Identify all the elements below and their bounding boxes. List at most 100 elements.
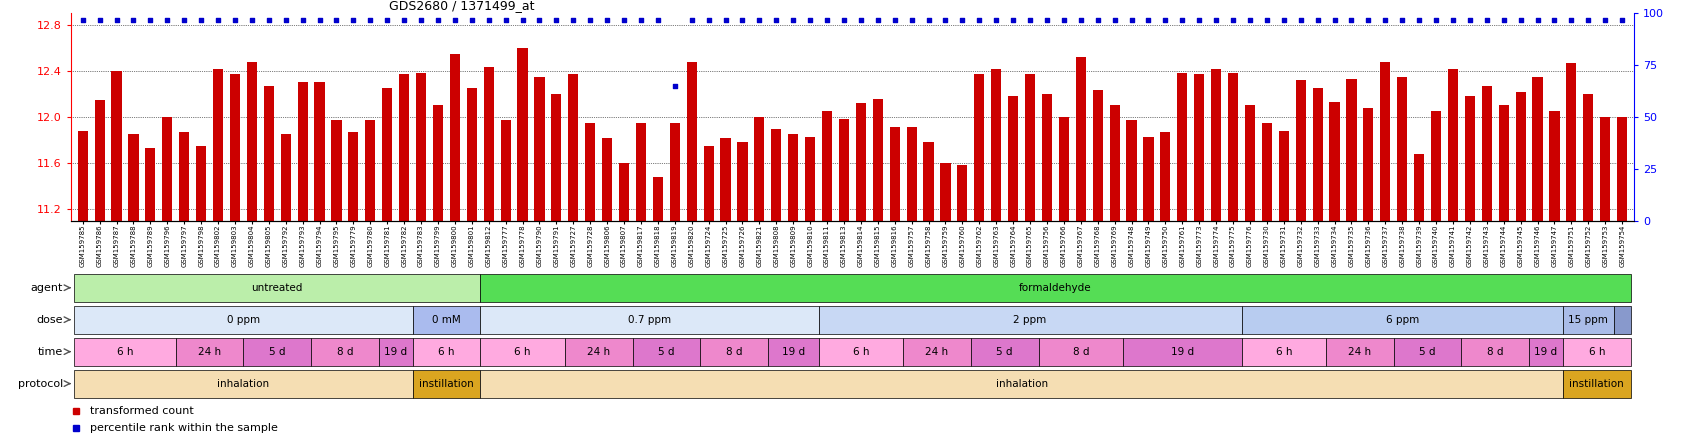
Bar <box>331 120 341 221</box>
Point <box>86 16 113 23</box>
Point <box>1084 16 1111 23</box>
Bar <box>1143 137 1153 221</box>
Text: 6 ppm: 6 ppm <box>1386 315 1420 325</box>
Point <box>1101 16 1128 23</box>
Point <box>1185 16 1212 23</box>
Point <box>830 16 858 23</box>
Text: 8 d: 8 d <box>1487 347 1504 357</box>
Text: 0 mM: 0 mM <box>432 315 461 325</box>
Point <box>1117 16 1144 23</box>
Bar <box>1025 75 1035 221</box>
Point <box>339 16 366 23</box>
Point <box>120 16 147 23</box>
Text: 8 d: 8 d <box>726 347 743 357</box>
Point <box>1406 16 1433 23</box>
Bar <box>633 338 701 366</box>
Bar <box>565 338 633 366</box>
Bar <box>484 67 495 221</box>
Point <box>272 16 299 23</box>
Point <box>628 16 655 23</box>
Bar <box>1330 102 1340 221</box>
Bar <box>1431 111 1442 221</box>
Text: instillation: instillation <box>419 379 474 388</box>
Text: 19 d: 19 d <box>1534 347 1558 357</box>
Point <box>966 16 993 23</box>
Bar <box>1123 338 1241 366</box>
Bar <box>1193 75 1204 221</box>
Bar <box>1058 117 1069 221</box>
Bar <box>230 75 240 221</box>
Bar <box>468 88 478 221</box>
Text: 5 d: 5 d <box>658 347 675 357</box>
Bar <box>906 127 917 221</box>
Point <box>137 16 164 23</box>
Point <box>407 16 434 23</box>
Bar <box>1563 338 1631 366</box>
Text: 5 d: 5 d <box>268 347 285 357</box>
Bar <box>1313 88 1323 221</box>
Point <box>1050 16 1077 23</box>
Bar <box>432 106 442 221</box>
Bar <box>1041 94 1052 221</box>
Bar <box>1381 62 1391 221</box>
Bar <box>196 146 206 221</box>
Text: 24 h: 24 h <box>925 347 949 357</box>
Text: transformed count: transformed count <box>89 406 194 416</box>
Text: 19 d: 19 d <box>385 347 407 357</box>
Point <box>289 16 316 23</box>
Bar <box>481 338 565 366</box>
Text: 5 d: 5 d <box>996 347 1013 357</box>
Bar <box>412 338 481 366</box>
Bar <box>603 138 613 221</box>
Point <box>898 16 925 23</box>
Point <box>1134 16 1161 23</box>
Point <box>1541 16 1568 23</box>
Point <box>322 16 349 23</box>
Text: percentile rank within the sample: percentile rank within the sample <box>89 424 277 433</box>
Bar <box>1499 106 1509 221</box>
Bar <box>365 120 375 221</box>
Point <box>221 16 248 23</box>
Bar <box>1482 86 1492 221</box>
Bar <box>755 117 765 221</box>
Bar <box>1075 57 1085 221</box>
Point <box>544 16 571 23</box>
Text: 6 h: 6 h <box>1276 347 1291 357</box>
Text: protocol: protocol <box>19 379 62 388</box>
Point <box>1592 16 1619 23</box>
Bar <box>145 148 155 221</box>
Point <box>847 16 874 23</box>
Bar <box>586 123 596 221</box>
Bar <box>1462 338 1529 366</box>
Point <box>999 16 1026 23</box>
Bar <box>74 370 412 398</box>
Bar <box>179 132 189 221</box>
Bar <box>1038 338 1123 366</box>
Point <box>1491 16 1518 23</box>
Point <box>255 16 282 23</box>
Bar <box>481 274 1631 302</box>
Bar <box>1241 306 1563 334</box>
Title: GDS2680 / 1371499_at: GDS2680 / 1371499_at <box>388 0 535 12</box>
Bar <box>1583 94 1593 221</box>
Text: 0.7 ppm: 0.7 ppm <box>628 315 672 325</box>
Bar <box>856 103 866 221</box>
Point <box>780 16 807 23</box>
Point <box>679 16 706 23</box>
Point <box>881 16 908 23</box>
Bar <box>412 306 481 334</box>
Point <box>1372 16 1399 23</box>
Bar <box>280 134 290 221</box>
Text: 19 d: 19 d <box>1171 347 1193 357</box>
Point <box>103 16 130 23</box>
Text: 6 h: 6 h <box>1588 347 1605 357</box>
Bar <box>128 134 138 221</box>
Bar <box>1126 120 1136 221</box>
Point <box>390 16 417 23</box>
Bar <box>991 69 1001 221</box>
Bar <box>903 338 971 366</box>
Point <box>1033 16 1060 23</box>
Bar <box>398 75 408 221</box>
Point <box>695 16 722 23</box>
Bar <box>449 54 459 221</box>
